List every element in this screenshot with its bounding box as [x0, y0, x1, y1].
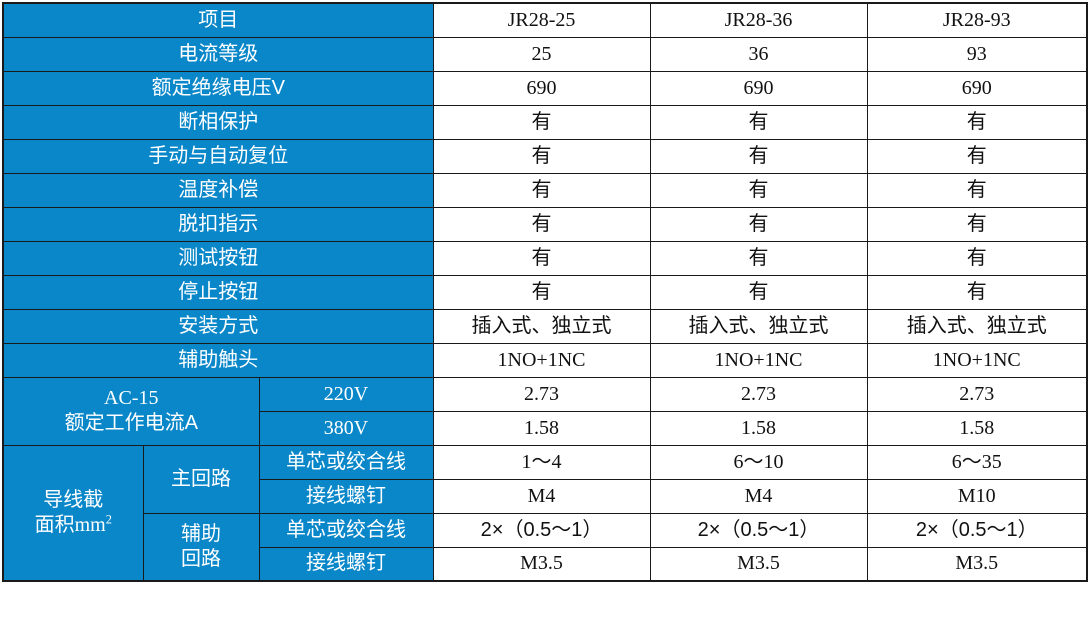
row-value: 690 — [432, 70, 651, 106]
row-value: 1NO+1NC — [866, 342, 1088, 378]
header-model-2: JR28-36 — [649, 2, 868, 38]
table-row-ac15-220v: AC-15 额定工作电流A 220V 2.73 2.73 2.73 — [2, 376, 1088, 446]
row-label: 断相保护 — [2, 104, 434, 140]
ac15-voltage-label: 380V — [258, 410, 434, 446]
row-value: 有 — [866, 274, 1088, 310]
table-row: 辅助触头 1NO+1NC 1NO+1NC 1NO+1NC — [2, 342, 1088, 378]
row-value: M4 — [432, 478, 651, 514]
wire-row-label: 接线螺钉 — [258, 478, 434, 514]
row-value: 1.58 — [866, 410, 1088, 446]
ac15-voltage-label: 220V — [258, 376, 434, 412]
table-row: 电流等级 25 36 93 — [2, 36, 1088, 72]
table-row: 安装方式 插入式、独立式 插入式、独立式 插入式、独立式 — [2, 308, 1088, 344]
row-value: M10 — [866, 478, 1088, 514]
ac15-group-label: AC-15 额定工作电流A — [2, 376, 260, 446]
wire-group-line2: 面积mm2 — [4, 513, 143, 538]
row-value: 6～35 — [866, 444, 1088, 480]
header-model-1: JR28-25 — [432, 2, 651, 38]
row-value: 有 — [432, 206, 651, 242]
row-value: 有 — [432, 274, 651, 310]
row-value: 有 — [866, 172, 1088, 208]
row-value: 2.73 — [432, 376, 651, 412]
wire-group-area-text: 面积 — [34, 513, 75, 536]
row-value: 6～10 — [649, 444, 868, 480]
wire-group-label: 导线截 面积mm2 — [2, 444, 144, 582]
table-row: 断相保护 有 有 有 — [2, 104, 1088, 140]
row-value: M3.5 — [432, 546, 651, 582]
row-value: 有 — [866, 240, 1088, 276]
wire-group-line1: 导线截 — [43, 488, 104, 511]
row-value: 有 — [866, 206, 1088, 242]
row-label: 测试按钮 — [2, 240, 434, 276]
table-header-row: 项目 JR28-25 JR28-36 JR28-93 — [2, 2, 1088, 38]
table-row-ac15-380v: 380V 1.58 1.58 1.58 — [3, 410, 1088, 446]
row-value: 1.58 — [432, 410, 651, 446]
wire-subgroup-label-aux: 辅助 回路 — [142, 512, 260, 582]
row-value: 36 — [649, 36, 868, 72]
table-row: 脱扣指示 有 有 有 — [2, 206, 1088, 242]
table-row-wire-aux-screw: 接线螺钉 M3.5 M3.5 M3.5 — [3, 546, 1088, 582]
row-value: 690 — [866, 70, 1088, 106]
row-value: M3.5 — [649, 546, 868, 582]
table-row: 温度补偿 有 有 有 — [2, 172, 1088, 208]
table-row: 额定绝缘电压V 690 690 690 — [2, 70, 1088, 106]
row-label: 脱扣指示 — [2, 206, 434, 242]
row-label: 电流等级 — [2, 36, 434, 72]
wire-row-label: 单芯或绞合线 — [258, 512, 434, 548]
row-value: 690 — [649, 70, 868, 106]
row-value: 有 — [432, 240, 651, 276]
specification-table: 项目 JR28-25 JR28-36 JR28-93 电流等级 25 36 93… — [2, 2, 1088, 582]
ac15-group-line2: 额定工作电流A — [64, 412, 198, 434]
row-value: 有 — [649, 206, 868, 242]
table-row-wire-main-core: 导线截 面积mm2 主回路 单芯或绞合线 1～4 6～10 6～35 — [2, 444, 1088, 582]
wire-subgroup-aux-line1: 辅助 — [181, 522, 221, 545]
row-value: 有 — [649, 274, 868, 310]
wire-row-label: 单芯或绞合线 — [258, 444, 434, 480]
row-label: 手动与自动复位 — [2, 138, 434, 174]
wire-subgroup-aux-line2: 回路 — [181, 547, 221, 570]
row-value: 2.73 — [649, 376, 868, 412]
row-value: 2×（0.5～1） — [866, 512, 1088, 548]
row-value: 93 — [866, 36, 1088, 72]
row-label: 额定绝缘电压V — [2, 70, 434, 106]
row-value: 插入式、独立式 — [866, 308, 1088, 344]
row-value: 插入式、独立式 — [649, 308, 868, 344]
row-label: 温度补偿 — [2, 172, 434, 208]
row-value: 有 — [432, 104, 651, 140]
row-value: 1.58 — [649, 410, 868, 446]
row-value: 插入式、独立式 — [432, 308, 651, 344]
wire-subgroup-label-main: 主回路 — [142, 444, 260, 514]
row-value: 1NO+1NC — [432, 342, 651, 378]
row-value: 有 — [649, 138, 868, 174]
row-value: 有 — [432, 138, 651, 174]
row-value: M3.5 — [866, 546, 1088, 582]
table-row: 手动与自动复位 有 有 有 — [2, 138, 1088, 174]
row-label: 停止按钮 — [2, 274, 434, 310]
row-value: 有 — [866, 104, 1088, 140]
row-value: 有 — [649, 172, 868, 208]
header-label-item: 项目 — [2, 2, 434, 38]
row-value: M4 — [649, 478, 868, 514]
wire-group-unit: mm — [74, 513, 106, 536]
row-value: 有 — [649, 104, 868, 140]
row-value: 有 — [432, 172, 651, 208]
row-value: 2×（0.5～1） — [649, 512, 868, 548]
table-row: 停止按钮 有 有 有 — [2, 274, 1088, 310]
row-value: 2×（0.5～1） — [432, 512, 651, 548]
table-row-wire-main-screw: 接线螺钉 M4 M4 M10 — [3, 478, 1088, 514]
row-label: 辅助触头 — [2, 342, 434, 378]
header-model-3: JR28-93 — [866, 2, 1088, 38]
row-value: 2.73 — [866, 376, 1088, 412]
row-value: 有 — [649, 240, 868, 276]
row-label: 安装方式 — [2, 308, 434, 344]
wire-group-unit-sup: 2 — [105, 512, 112, 527]
row-value: 1～4 — [432, 444, 651, 480]
table-row-wire-aux-core: 辅助 回路 单芯或绞合线 2×（0.5～1） 2×（0.5～1） 2×（0.5～… — [3, 512, 1088, 582]
row-value: 25 — [432, 36, 651, 72]
wire-row-label: 接线螺钉 — [258, 546, 434, 582]
row-value: 1NO+1NC — [649, 342, 868, 378]
table-row: 测试按钮 有 有 有 — [2, 240, 1088, 276]
row-value: 有 — [866, 138, 1088, 174]
ac15-group-line1: AC-15 — [104, 387, 159, 409]
